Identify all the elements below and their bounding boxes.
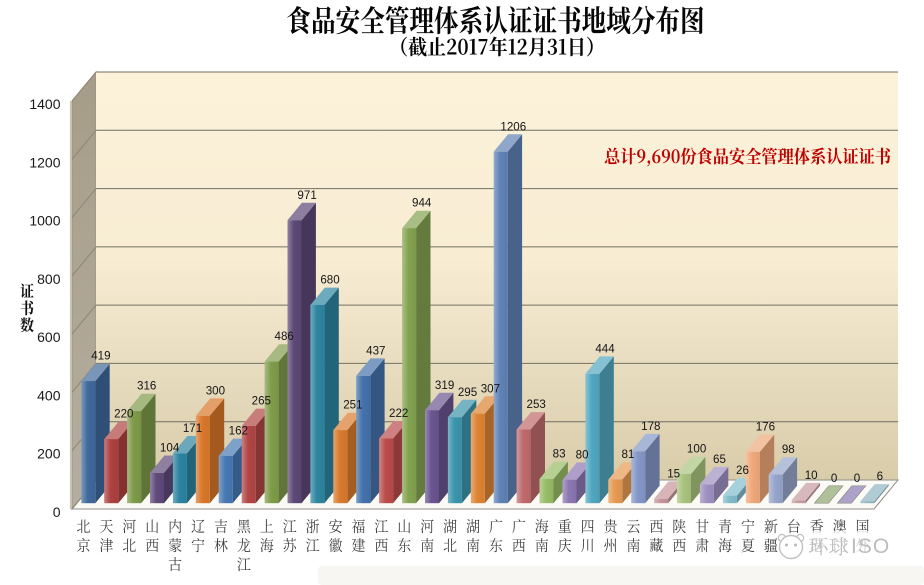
svg-text:600: 600	[37, 329, 61, 345]
svg-text:971: 971	[297, 189, 316, 202]
svg-text:80: 80	[576, 449, 589, 462]
svg-text:1200: 1200	[29, 154, 60, 170]
svg-text:253: 253	[527, 398, 546, 411]
svg-text:10: 10	[805, 469, 818, 482]
svg-text:419: 419	[91, 350, 110, 363]
svg-text:6: 6	[877, 470, 883, 483]
svg-text:1000: 1000	[29, 213, 60, 229]
svg-text:1206: 1206	[500, 120, 526, 133]
svg-text:ISO: ISO	[851, 535, 890, 558]
svg-text:437: 437	[366, 344, 385, 357]
svg-text:83: 83	[553, 448, 566, 461]
svg-text:265: 265	[252, 395, 271, 408]
svg-text:307: 307	[481, 382, 500, 395]
svg-text:295: 295	[458, 386, 477, 399]
svg-text:98: 98	[782, 443, 795, 456]
svg-text:15: 15	[667, 467, 680, 480]
svg-text:1400: 1400	[29, 96, 60, 112]
svg-text:178: 178	[641, 420, 660, 433]
svg-text:251: 251	[343, 399, 362, 412]
svg-text:444: 444	[595, 342, 615, 355]
svg-text:400: 400	[37, 387, 61, 403]
svg-text:0: 0	[53, 504, 61, 520]
svg-text:81: 81	[621, 448, 634, 461]
svg-text:200: 200	[37, 446, 61, 462]
svg-text:300: 300	[206, 384, 225, 397]
svg-text:680: 680	[320, 274, 339, 287]
svg-text:162: 162	[229, 425, 248, 438]
svg-text:319: 319	[435, 379, 454, 392]
svg-text:104: 104	[160, 442, 180, 455]
svg-text:0: 0	[854, 472, 860, 485]
svg-text:486: 486	[275, 330, 294, 343]
svg-text:222: 222	[389, 407, 408, 420]
svg-text:800: 800	[37, 271, 61, 287]
svg-text:176: 176	[756, 421, 775, 434]
svg-text:100: 100	[687, 443, 706, 456]
svg-text:26: 26	[736, 464, 749, 477]
svg-text:944: 944	[412, 197, 432, 210]
svg-text:65: 65	[713, 453, 726, 466]
svg-text:220: 220	[114, 408, 133, 421]
svg-text:316: 316	[137, 380, 156, 393]
svg-text:171: 171	[183, 422, 202, 435]
svg-text:0: 0	[831, 472, 837, 485]
